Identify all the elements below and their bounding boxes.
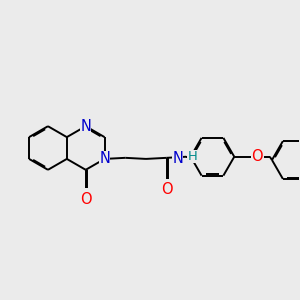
- Text: N: N: [99, 152, 110, 166]
- Text: O: O: [252, 149, 263, 164]
- Text: O: O: [161, 182, 172, 197]
- Text: H: H: [187, 150, 197, 163]
- Text: N: N: [80, 119, 91, 134]
- Text: N: N: [172, 151, 183, 166]
- Text: O: O: [80, 192, 92, 207]
